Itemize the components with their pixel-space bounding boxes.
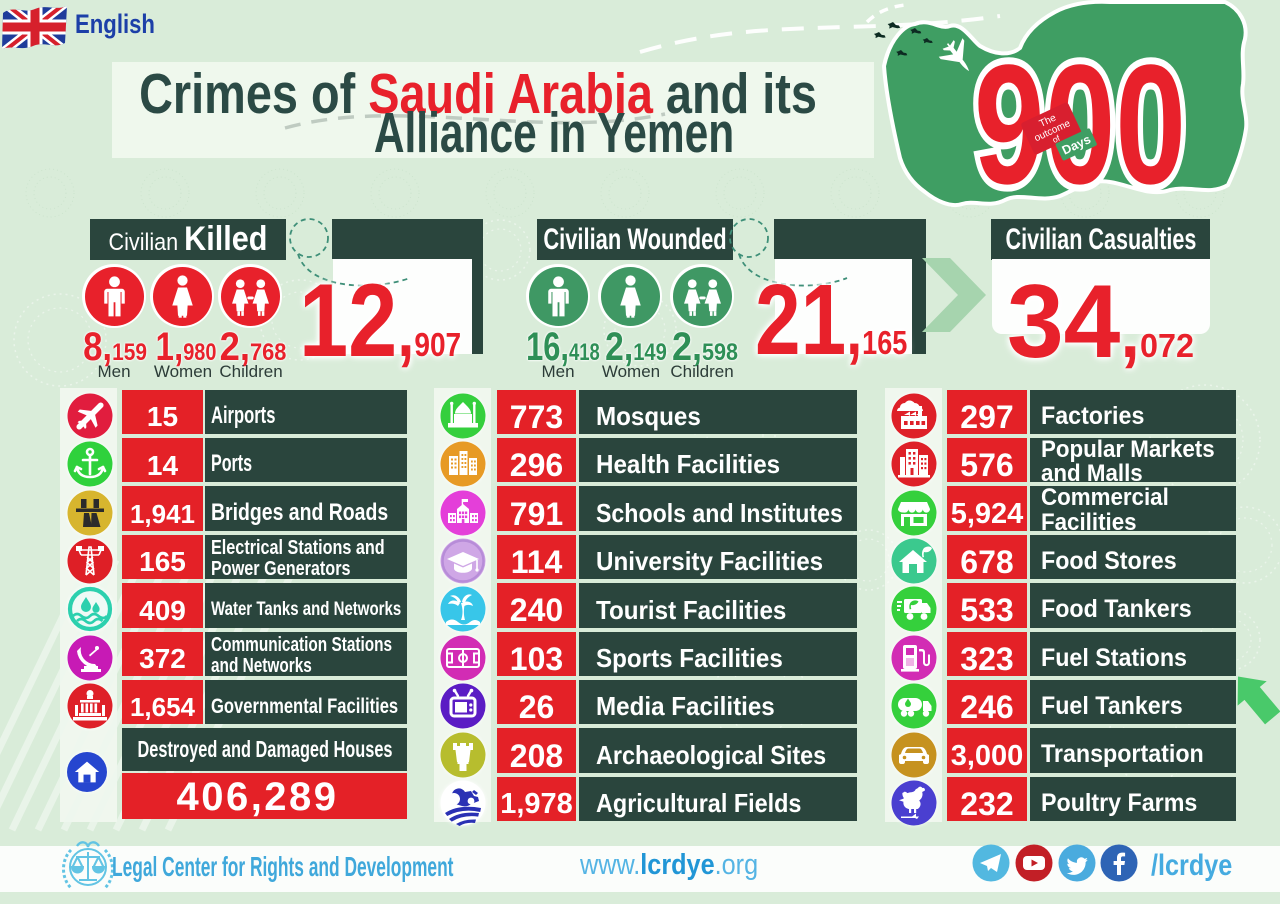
svg-text:of: of (1051, 133, 1062, 145)
svg-text:900: 900 (974, 30, 1186, 215)
